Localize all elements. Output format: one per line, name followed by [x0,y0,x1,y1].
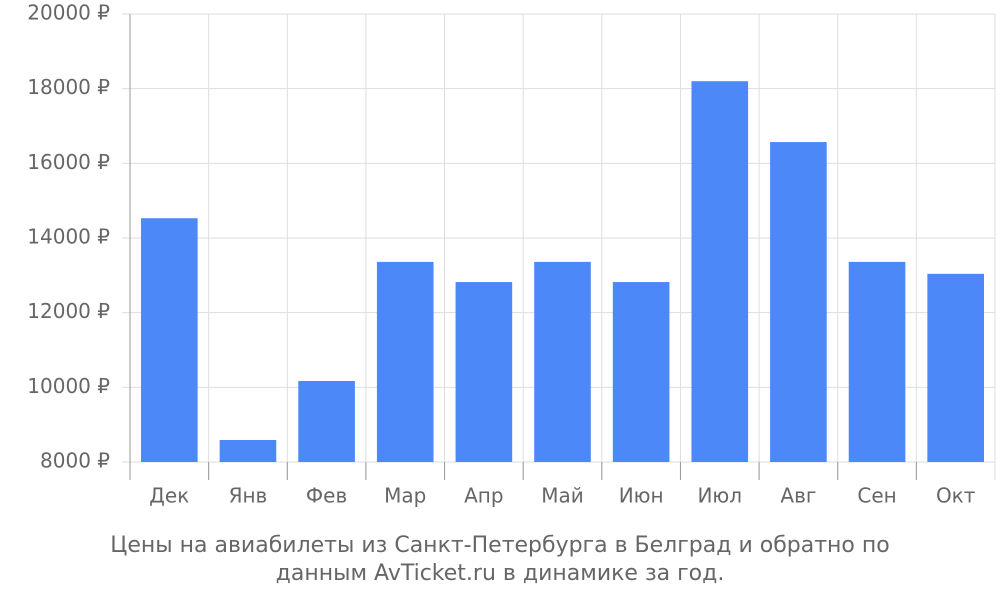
y-tick-label: 20000 ₽ [27,1,110,25]
x-tick-label: Дек [149,484,189,508]
bar [848,261,906,462]
x-tick-label: Янв [229,484,268,508]
y-tick-label: 14000 ₽ [27,225,110,249]
y-tick-label: 16000 ₽ [27,150,110,174]
bar [298,380,355,462]
x-tick-label: Сен [857,484,896,508]
y-tick-label: 8000 ₽ [40,449,110,473]
y-tick-label: 18000 ₽ [27,75,110,99]
x-tick-label: Июл [697,484,742,508]
bar [455,282,513,462]
x-tick-label: Мар [384,484,426,508]
x-tick-label: Фев [306,484,347,508]
x-tick-label: Авг [780,484,816,508]
x-tick-label: Окт [936,484,976,508]
bar [770,142,827,462]
bar [612,282,670,462]
chart-title: Цены на авиабилеты из Санкт-Петербурга в… [110,533,890,586]
y-tick-label: 12000 ₽ [27,299,110,323]
bar [534,261,591,462]
x-tick-label: Апр [464,484,503,508]
bar [927,273,984,462]
bar [691,81,749,462]
bar [376,261,434,462]
y-tick-label: 10000 ₽ [27,374,110,398]
x-tick-label: Июн [619,484,664,508]
bar [219,439,277,462]
bar [141,218,198,462]
chart: 8000 ₽ 10000 ₽ 12000 ₽ 14000 ₽ 16000 ₽ 18000 … [27,1,996,508]
x-tick-label: Май [541,484,584,508]
